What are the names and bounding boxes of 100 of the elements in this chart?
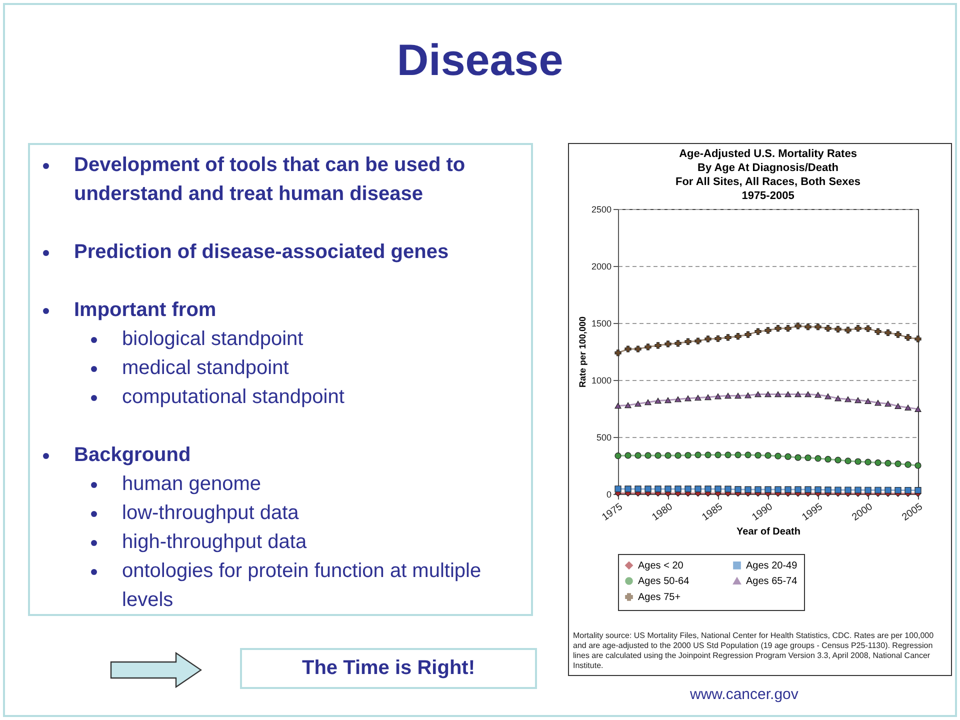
- text: low-throughput data: [122, 501, 300, 526]
- point: [774, 325, 782, 332]
- point: [724, 486, 732, 492]
- point: [754, 452, 762, 459]
- point: [674, 452, 682, 459]
- point: [654, 486, 662, 492]
- point: [624, 346, 632, 352]
- point: [714, 486, 722, 492]
- point: [634, 346, 642, 352]
- point: [714, 393, 722, 400]
- point: [664, 452, 672, 459]
- text: Background: [74, 443, 192, 468]
- point: [624, 452, 632, 459]
- point: [734, 333, 742, 340]
- point: [634, 400, 642, 407]
- point: [614, 452, 622, 460]
- point: [894, 331, 902, 338]
- point: [704, 336, 712, 342]
- point: [864, 398, 872, 404]
- point: [834, 486, 842, 494]
- point: [854, 397, 862, 404]
- point: [894, 486, 902, 494]
- point: [904, 486, 912, 494]
- point: [764, 391, 772, 398]
- point: [884, 486, 892, 494]
- point: [844, 326, 852, 334]
- y-tick-label: 1000: [591, 376, 612, 386]
- point: [914, 462, 922, 469]
- point: [614, 486, 622, 492]
- point: [694, 452, 702, 458]
- point: [914, 336, 922, 342]
- point: [794, 322, 802, 330]
- point: [674, 340, 682, 347]
- text: medical standpoint: [122, 356, 290, 381]
- point: [704, 394, 712, 400]
- point: [874, 328, 882, 335]
- y-tick-label: 0: [606, 490, 612, 500]
- point: [784, 453, 792, 460]
- x-tick-label: 1990: [750, 501, 776, 524]
- point: [824, 393, 832, 400]
- text: biological standpoint: [122, 327, 304, 352]
- point: [854, 458, 862, 465]
- point: [864, 458, 872, 466]
- point: [824, 486, 832, 494]
- point: [624, 486, 632, 492]
- point: [784, 325, 792, 332]
- point: [654, 398, 662, 404]
- point: [814, 324, 822, 330]
- point: [744, 452, 752, 458]
- point: [694, 486, 702, 492]
- point: [884, 329, 892, 336]
- point: [684, 486, 692, 492]
- text: high-throughput data: [122, 530, 308, 555]
- point: [894, 460, 902, 468]
- point: [834, 326, 842, 332]
- point: [664, 397, 672, 404]
- point: [914, 487, 922, 494]
- point: [894, 403, 902, 410]
- point: [804, 391, 812, 398]
- point: [884, 460, 892, 467]
- point: [784, 391, 792, 398]
- point: [694, 338, 702, 344]
- point: [734, 486, 742, 493]
- point: [864, 325, 872, 332]
- x-tick-label: 2000: [850, 501, 876, 524]
- y-tick-label: 500: [596, 432, 612, 442]
- point: [614, 350, 622, 356]
- point: [754, 328, 762, 335]
- point: [834, 395, 842, 402]
- point: [824, 456, 832, 463]
- x-axis-title: Year of Death: [736, 526, 800, 538]
- point: [914, 406, 922, 412]
- text: computational standpoint: [122, 385, 346, 410]
- point: [684, 395, 692, 402]
- point: [774, 486, 782, 493]
- point: [734, 392, 742, 399]
- point: [764, 486, 772, 493]
- y-tick-label: 2000: [591, 262, 612, 272]
- point: [844, 396, 852, 402]
- point: [644, 452, 652, 459]
- point: [754, 391, 762, 398]
- chart-subtitle: Age-Adjusted U.S. Mortality Rates By Age At Diagnosis/Death For All Sites, All Races, Both Sexes 1975-2005: [675, 148, 861, 202]
- point: [704, 486, 712, 492]
- point: [874, 400, 882, 406]
- point: [874, 486, 882, 494]
- point: [664, 340, 672, 348]
- text: Important from: [74, 298, 218, 323]
- point: [764, 327, 772, 334]
- point: [744, 486, 752, 493]
- point: [814, 455, 822, 462]
- point: [824, 325, 832, 332]
- chart-title: Disease: [396, 36, 564, 86]
- text: Prediction of disease-associated genes: [74, 240, 450, 265]
- point: [644, 486, 652, 492]
- point: [654, 452, 662, 459]
- point: [674, 396, 682, 402]
- point: [634, 486, 642, 492]
- x-tick-label: 1980: [650, 501, 676, 524]
- point: [724, 334, 732, 341]
- text: ontologies for protein function at multiple levels: [122, 559, 482, 613]
